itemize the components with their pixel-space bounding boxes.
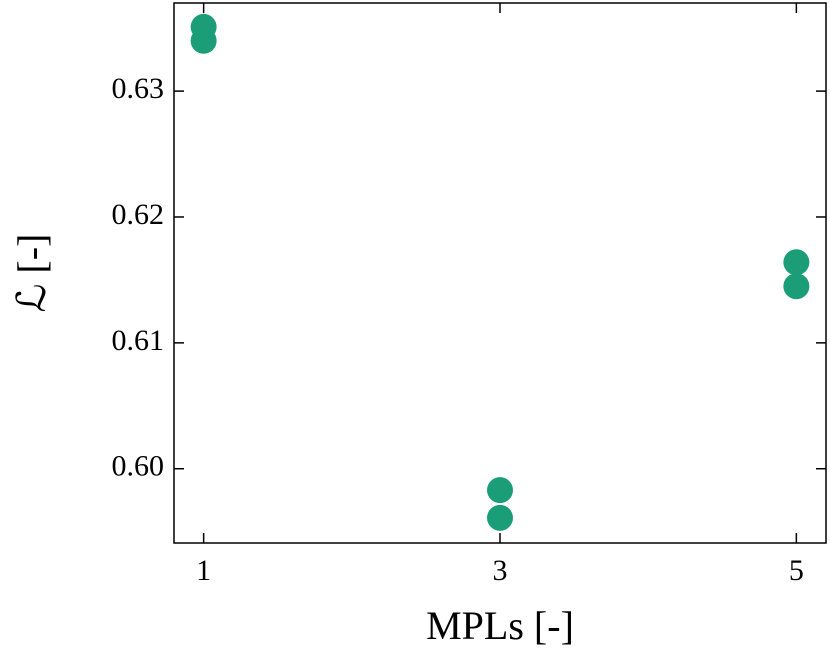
x-tick-label: 1 xyxy=(196,554,211,587)
point xyxy=(487,477,513,504)
x-axis-label: MPLs [-] xyxy=(426,603,574,648)
point xyxy=(190,27,217,54)
y-tick-label: 0.60 xyxy=(112,450,165,483)
point xyxy=(783,273,810,300)
x-tick-label: 5 xyxy=(789,554,804,587)
y-tick-label: 0.63 xyxy=(112,72,165,105)
point xyxy=(783,249,810,276)
y-tick-label: 0.61 xyxy=(112,324,165,357)
y-axis-label: ℒ [-] xyxy=(9,234,54,313)
y-tick-label: 0.62 xyxy=(112,198,165,231)
point xyxy=(487,504,513,531)
x-tick-label: 3 xyxy=(493,554,508,587)
plot-frame xyxy=(173,2,827,544)
